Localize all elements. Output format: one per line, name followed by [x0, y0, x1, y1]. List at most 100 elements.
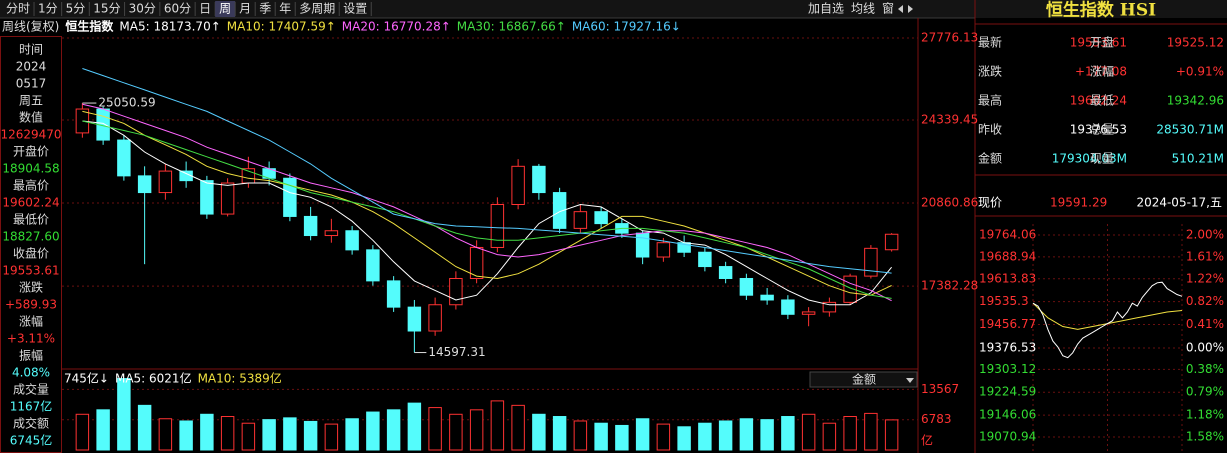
legend-item: 恒生指数: [65, 19, 114, 34]
volume-bar: [179, 420, 193, 451]
candle-body: [698, 251, 712, 268]
pct-label: 0.79%: [1186, 385, 1224, 399]
ma-line: [82, 103, 892, 302]
info-text: 19553.61: [2, 264, 59, 278]
volume-bar: [594, 422, 608, 451]
annotation: 14597.31: [428, 345, 485, 359]
pct-label: 0.38%: [1186, 362, 1224, 376]
tab[interactable]: 日: [199, 2, 211, 16]
quote-label: 最新: [978, 35, 1002, 50]
candle-body: [324, 230, 339, 237]
tab[interactable]: 30分: [129, 2, 156, 16]
ma-line: [82, 120, 892, 299]
y-tick-label: 19688.94: [979, 249, 1036, 263]
selector[interactable]: [809, 371, 918, 388]
candle-body: [428, 304, 442, 332]
volume-bar: [739, 418, 754, 451]
volume-bar: [760, 419, 774, 451]
info-text: +589.93: [5, 298, 57, 312]
tab[interactable]: 周: [219, 2, 231, 16]
volume-bar: [532, 413, 546, 451]
dropdown-arrow[interactable]: [906, 378, 914, 383]
y-tick-label: 19146.06: [979, 408, 1036, 422]
quote-label: 最低: [1090, 94, 1114, 108]
info-text: 0517: [16, 77, 47, 91]
candle-body: [158, 170, 173, 194]
quote-label: 现量: [1090, 152, 1114, 166]
volume-bar: [386, 409, 401, 451]
volume-bar: [407, 402, 422, 451]
volume-bar: [158, 418, 173, 451]
candle-body: [117, 139, 131, 177]
info-text: 最低价: [13, 213, 49, 227]
legend-item: MA10: 17407.59↑: [227, 20, 336, 34]
tab[interactable]: 设置: [343, 2, 367, 16]
quote-value: 19342.96: [1167, 94, 1224, 108]
quote-label: 最高: [978, 93, 1002, 108]
tool-button[interactable]: 加自选: [808, 2, 844, 16]
tab[interactable]: 15分: [93, 2, 120, 16]
prev-arrow[interactable]: [898, 5, 903, 13]
y-tick-label: 19303.12: [979, 362, 1036, 376]
volume-bar: [428, 407, 442, 451]
volume-bar: [781, 416, 795, 451]
candle-body: [386, 280, 401, 308]
y-tick-label: 13567: [921, 382, 959, 396]
quote-value: 19602.24: [1070, 94, 1127, 108]
volume-bar: [822, 422, 837, 451]
tab[interactable]: 多周期: [299, 2, 335, 16]
tab[interactable]: 5分: [66, 2, 86, 16]
volume-bar: [801, 413, 816, 451]
tab-active: [215, 1, 236, 17]
volume-bar: [698, 422, 712, 451]
volume-bar: [677, 426, 691, 451]
tab[interactable]: 分时: [6, 2, 30, 16]
pct-label: 1.22%: [1186, 271, 1224, 285]
candle-body: [449, 277, 463, 306]
candle-body: [75, 108, 90, 134]
pct-label: 0.82%: [1186, 294, 1224, 308]
legend-item: MA5: 18173.70↑: [119, 20, 220, 34]
candle-body: [283, 177, 297, 217]
pct-label: 1.58%: [1186, 430, 1224, 444]
candle-body: [843, 275, 857, 303]
ma-line: [82, 120, 892, 306]
info-text: 周五: [19, 94, 43, 108]
info-text: 2024: [16, 60, 47, 74]
ma-line: [82, 68, 892, 274]
volume-bar: [366, 411, 380, 451]
quote-value: 179304.03M: [1052, 152, 1127, 166]
info-text: 6745亿: [10, 433, 53, 448]
info-text: 4.08%: [12, 366, 50, 380]
next-arrow[interactable]: [908, 5, 913, 13]
selector-label[interactable]: 金额: [852, 372, 876, 387]
tab[interactable]: 季: [259, 2, 271, 16]
candle-body: [345, 230, 359, 251]
legend-item: MA30: 16867.66↑: [457, 20, 566, 34]
tool-button[interactable]: 窗: [882, 2, 894, 16]
quote-label: 金额: [978, 151, 1002, 166]
candle-body: [739, 277, 754, 296]
quote-label: 总量: [1090, 123, 1114, 137]
tab[interactable]: 月: [239, 2, 251, 16]
y-tick-label: 19070.94: [979, 430, 1036, 444]
volume-bar: [864, 412, 878, 451]
tab[interactable]: 1分: [38, 2, 58, 16]
tool-button[interactable]: 均线: [851, 2, 875, 16]
y-tick-label: 17382.28: [921, 279, 978, 293]
volume-bar: [241, 422, 256, 451]
date: 2024-05-17,五: [1136, 196, 1222, 210]
candle-body: [552, 192, 567, 229]
ma-line: [82, 110, 892, 296]
tab[interactable]: 60分: [164, 2, 191, 16]
y-tick-label: 19613.83: [979, 271, 1036, 285]
candle-body: [573, 211, 588, 229]
candle-body: [220, 182, 235, 215]
candle-body: [635, 232, 650, 258]
info-text: +3.11%: [7, 332, 55, 346]
quote-label: 涨幅: [1090, 64, 1114, 79]
legend-item: MA5: 6021亿: [115, 371, 192, 386]
info-text: 成交额: [13, 416, 49, 431]
tab[interactable]: 年: [279, 2, 291, 16]
volume-bar: [137, 404, 152, 451]
